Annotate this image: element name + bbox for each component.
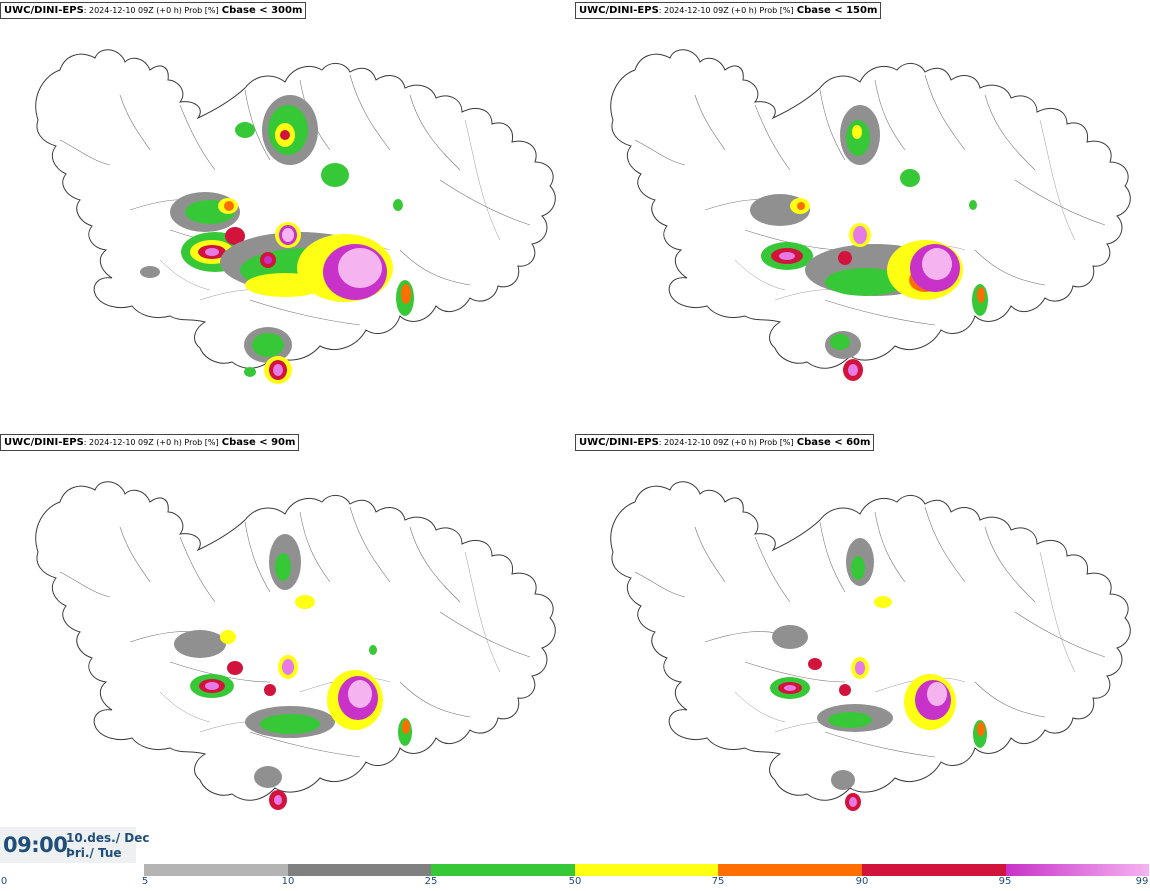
- panel-title: UWC/DINI-EPS: 2024-12-10 09Z (+0 h) Prob…: [575, 2, 882, 19]
- map-panel-90m: UWC/DINI-EPS: 2024-12-10 09Z (+0 h) Prob…: [0, 432, 575, 864]
- map-panel-300m: UWC/DINI-EPS: 2024-12-10 09Z (+0 h) Prob…: [0, 0, 575, 432]
- colorbar-segment-10-25: [287, 864, 432, 876]
- valid-time-clock: 09:00: [3, 833, 68, 857]
- colorbar-segment-50-75: [574, 864, 719, 876]
- colorbar-tick: 99: [1135, 876, 1149, 887]
- model-source: UWC/DINI-EPS: [579, 5, 659, 16]
- iceland-map-150m: [610, 49, 1131, 381]
- model-source: UWC/DINI-EPS: [579, 437, 659, 448]
- threshold-label: Cbase < 60m: [796, 437, 871, 448]
- colorbar-tick: 25: [424, 876, 438, 887]
- run-info: : 2024-12-10 09Z (+0 h) Prob [%]: [658, 438, 794, 447]
- colorbar-tick: 5: [141, 876, 149, 887]
- probability-field: [140, 95, 414, 384]
- colorbar-tick: 0: [0, 876, 8, 887]
- run-info: : 2024-12-10 09Z (+0 h) Prob [%]: [83, 6, 219, 15]
- map-panel-150m: UWC/DINI-EPS: 2024-12-10 09Z (+0 h) Prob…: [575, 0, 1150, 432]
- valid-date: 10.des./ Dec: [66, 831, 150, 845]
- model-source: UWC/DINI-EPS: [4, 5, 84, 16]
- iceland-map-60m: [610, 481, 1131, 811]
- model-source: UWC/DINI-EPS: [4, 437, 84, 448]
- probability-colorbar: [144, 864, 1150, 876]
- panel-title: UWC/DINI-EPS: 2024-12-10 09Z (+0 h) Prob…: [0, 434, 300, 451]
- threshold-label: Cbase < 150m: [796, 5, 878, 16]
- threshold-label: Cbase < 90m: [221, 437, 296, 448]
- iceland-map-300m: [35, 49, 556, 384]
- run-info: : 2024-12-10 09Z (+0 h) Prob [%]: [83, 438, 219, 447]
- colorbar-tick: 75: [711, 876, 725, 887]
- iceland-map-90m: [35, 481, 556, 810]
- probability-field: [174, 534, 412, 810]
- colorbar-segment-95-99: [1005, 864, 1150, 876]
- panel-title: UWC/DINI-EPS: 2024-12-10 09Z (+0 h) Prob…: [0, 2, 307, 19]
- map-panel-60m: UWC/DINI-EPS: 2024-12-10 09Z (+0 h) Prob…: [575, 432, 1150, 864]
- probability-field: [750, 105, 988, 381]
- panel-title: UWC/DINI-EPS: 2024-12-10 09Z (+0 h) Prob…: [575, 434, 875, 451]
- probability-field: [770, 538, 987, 811]
- colorbar-segment-5-10: [144, 864, 288, 876]
- colorbar-tick: 10: [281, 876, 295, 887]
- colorbar-segment-90-95: [861, 864, 1006, 876]
- threshold-label: Cbase < 300m: [221, 5, 303, 16]
- colorbar-tick: 95: [998, 876, 1012, 887]
- valid-time-box: 09:00 10.des./ Dec Þri./ Tue: [0, 827, 149, 863]
- run-info: : 2024-12-10 09Z (+0 h) Prob [%]: [658, 6, 794, 15]
- valid-day: Þri./ Tue: [66, 846, 122, 860]
- colorbar-tick: 90: [855, 876, 869, 887]
- colorbar-segment-75-90: [718, 864, 862, 876]
- colorbar-tick: 50: [568, 876, 582, 887]
- colorbar-segment-25-50: [431, 864, 575, 876]
